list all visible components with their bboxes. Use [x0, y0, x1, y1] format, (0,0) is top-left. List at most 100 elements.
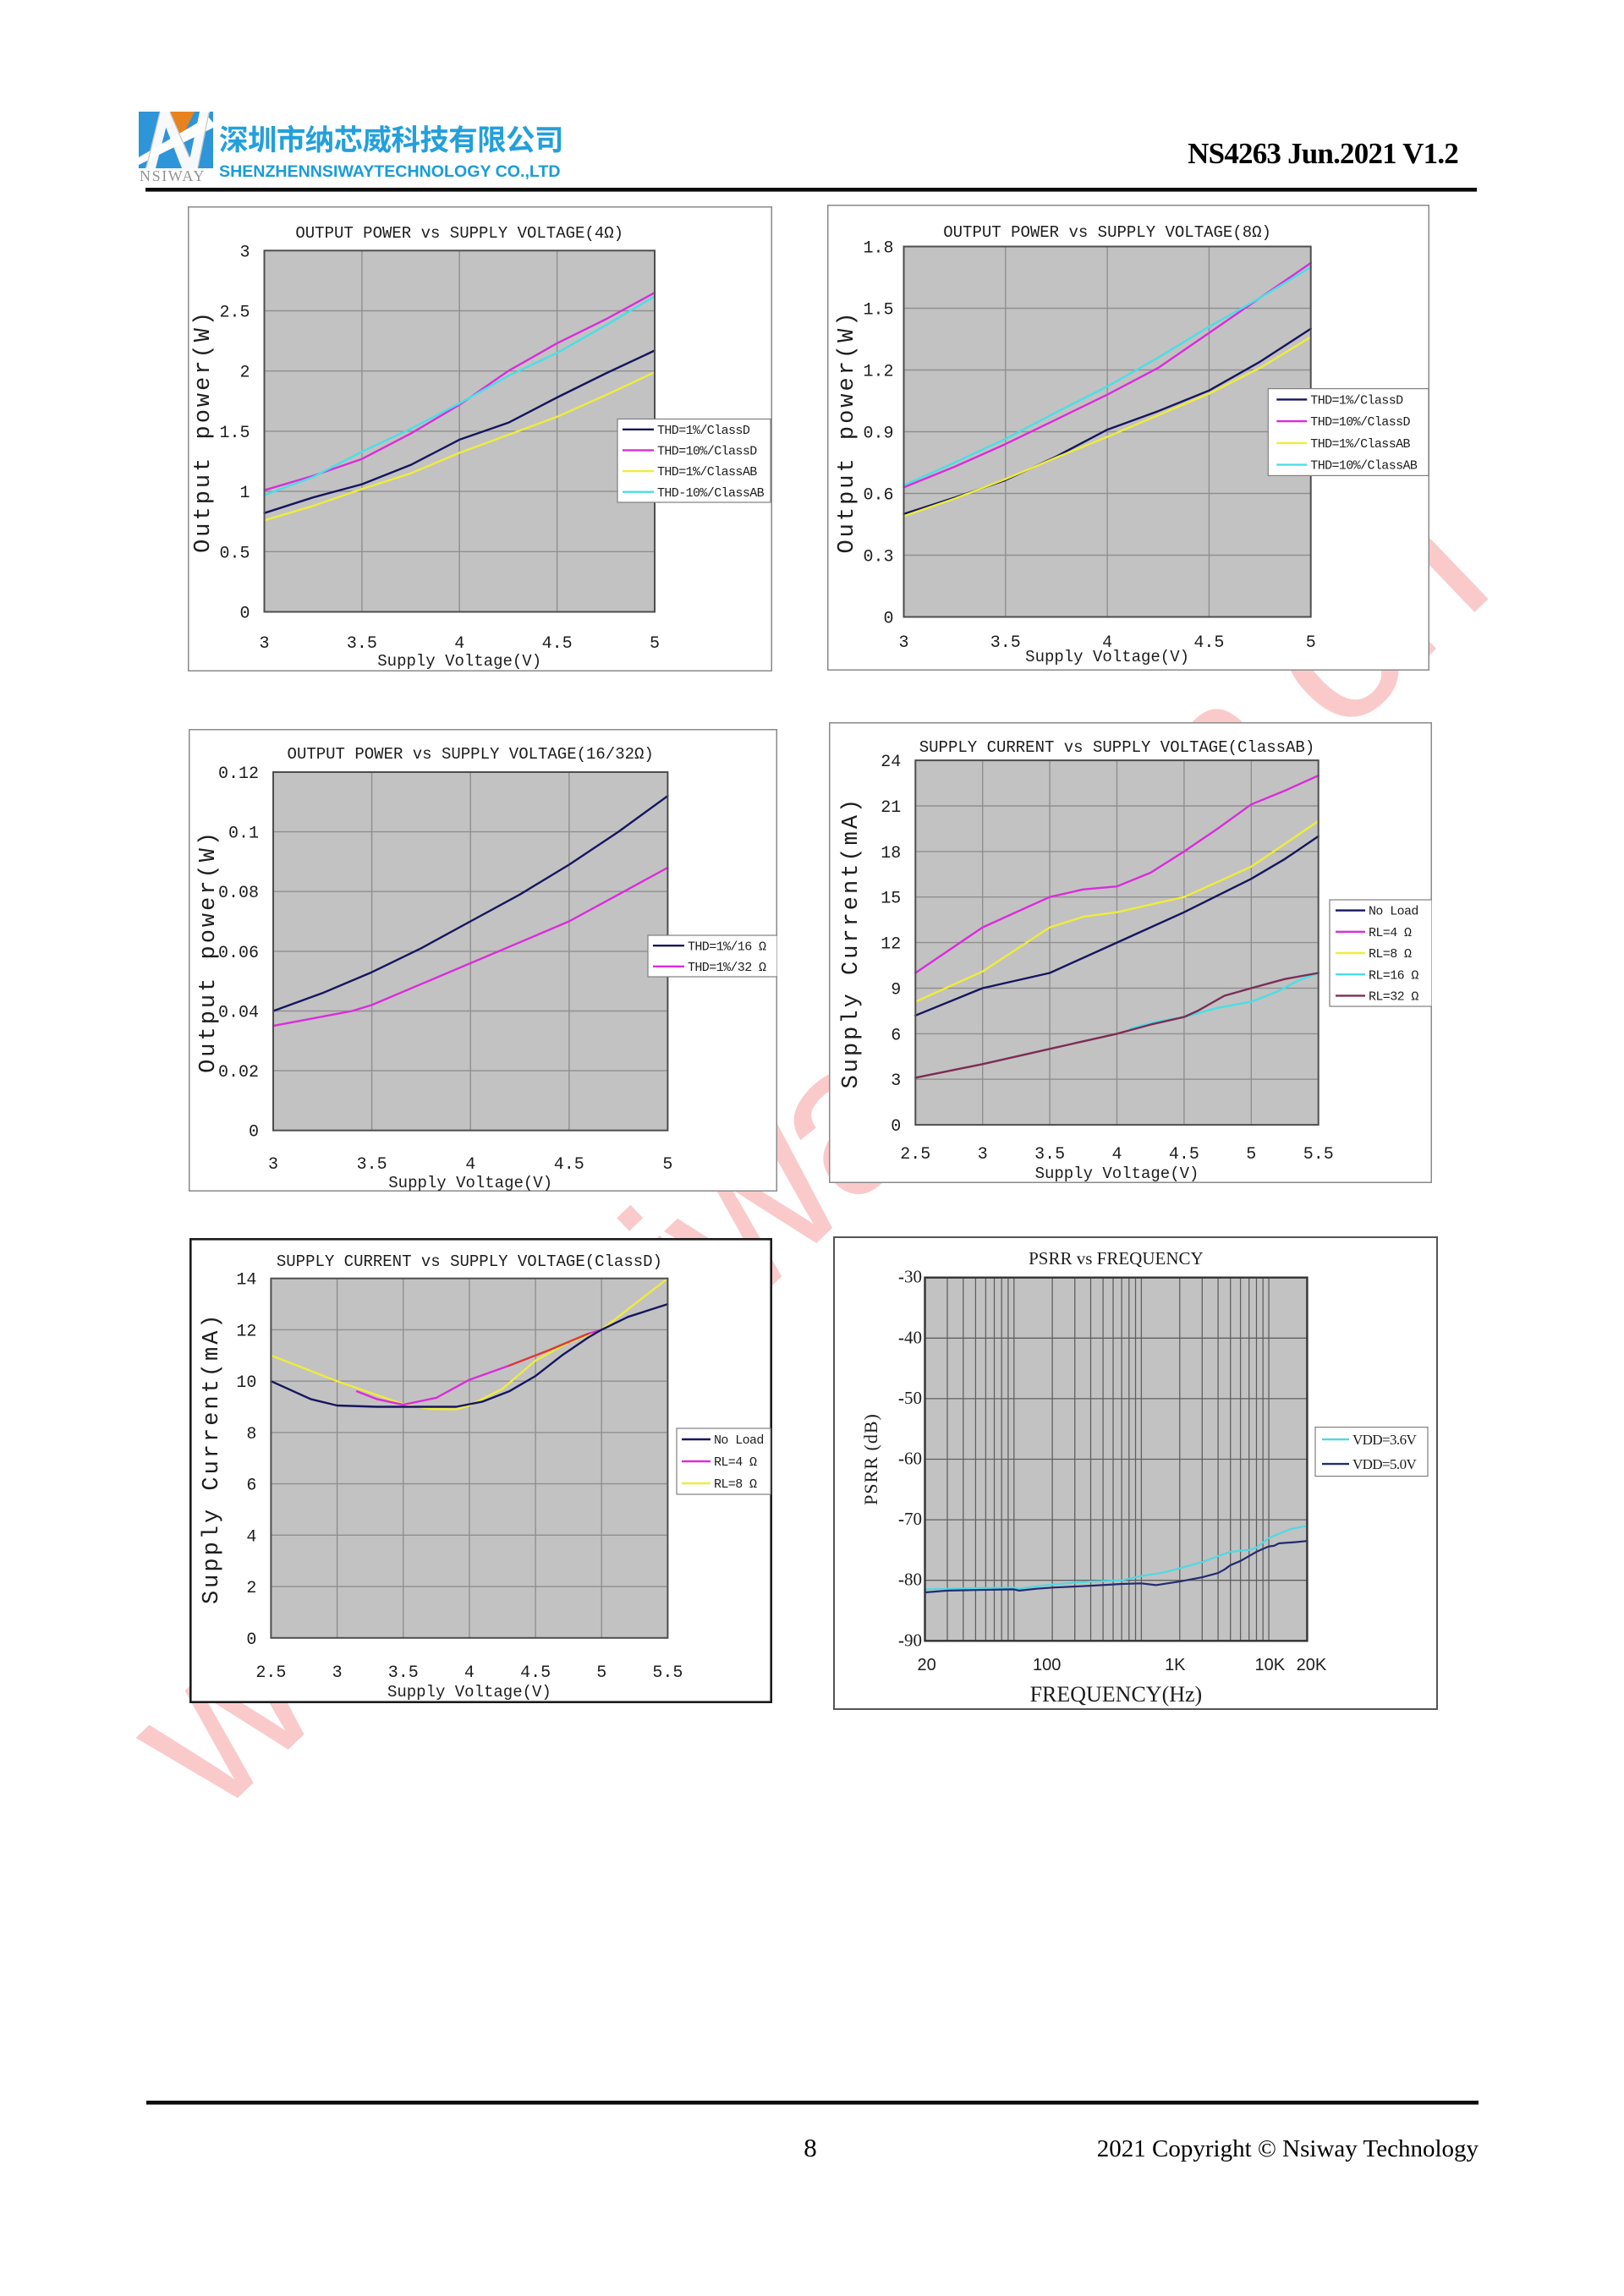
svg-text:4: 4 — [1102, 633, 1112, 653]
svg-text:-80: -80 — [898, 1570, 922, 1590]
svg-text:2: 2 — [246, 1579, 256, 1598]
svg-text:3: 3 — [978, 1145, 988, 1164]
svg-text:1.5: 1.5 — [219, 424, 250, 443]
svg-text:PSRR (dB): PSRR (dB) — [860, 1413, 881, 1505]
svg-text:5: 5 — [1246, 1145, 1256, 1164]
svg-text:12: 12 — [236, 1322, 256, 1341]
svg-text:SHENZHENNSIWAYTECHNOLOGY CO.,L: SHENZHENNSIWAYTECHNOLOGY CO.,LTD — [219, 162, 561, 181]
svg-text:4.5: 4.5 — [520, 1663, 551, 1683]
svg-text:OUTPUT POWER vs SUPPLY VOLTAGE: OUTPUT POWER vs SUPPLY VOLTAGE(16/32Ω) — [288, 745, 654, 764]
svg-text:0: 0 — [249, 1123, 259, 1143]
svg-text:RL=8 Ω: RL=8 Ω — [1369, 947, 1412, 962]
svg-text:10: 10 — [236, 1373, 256, 1393]
svg-text:8: 8 — [804, 2133, 817, 2162]
svg-text:0: 0 — [246, 1630, 256, 1650]
svg-text:5: 5 — [662, 1155, 672, 1175]
svg-text:THD=1%/ClassD: THD=1%/ClassD — [657, 424, 750, 438]
svg-text:THD=1%/32 Ω: THD=1%/32 Ω — [688, 961, 766, 975]
svg-text:RL=8 Ω: RL=8 Ω — [714, 1477, 757, 1492]
svg-text:FREQUENCY(Hz): FREQUENCY(Hz) — [1030, 1682, 1203, 1707]
svg-text:0.3: 0.3 — [863, 548, 893, 567]
svg-text:RL=4 Ω: RL=4 Ω — [1369, 926, 1412, 940]
svg-text:No Load: No Load — [714, 1433, 764, 1448]
svg-text:20K: 20K — [1297, 1656, 1327, 1674]
svg-text:4.5: 4.5 — [542, 634, 573, 654]
svg-text:4: 4 — [1111, 1145, 1122, 1164]
svg-text:3: 3 — [332, 1663, 343, 1683]
svg-text:Supply Voltage(V): Supply Voltage(V) — [1035, 1164, 1199, 1183]
svg-text:1.8: 1.8 — [863, 239, 893, 259]
svg-text:PSRR vs FREQUENCY: PSRR vs FREQUENCY — [1029, 1248, 1204, 1269]
svg-text:RL=32 Ω: RL=32 Ω — [1369, 990, 1418, 1005]
svg-text:0: 0 — [891, 1117, 901, 1137]
svg-text:THD=1%/16 Ω: THD=1%/16 Ω — [688, 940, 766, 954]
svg-text:THD=10%/ClassD: THD=10%/ClassD — [657, 445, 757, 459]
svg-text:4: 4 — [246, 1527, 256, 1547]
svg-text:0.08: 0.08 — [218, 884, 259, 903]
svg-text:5: 5 — [596, 1663, 606, 1683]
svg-text:3.5: 3.5 — [388, 1663, 419, 1683]
svg-text:4: 4 — [465, 1155, 475, 1175]
svg-text:4: 4 — [464, 1663, 475, 1683]
svg-text:NS4263 Jun.2021 V1.2: NS4263 Jun.2021 V1.2 — [1188, 137, 1458, 170]
svg-text:24: 24 — [881, 753, 901, 772]
svg-text:3.5: 3.5 — [1034, 1145, 1065, 1164]
svg-text:THD=1%/ClassAB: THD=1%/ClassAB — [657, 465, 757, 479]
svg-text:5.5: 5.5 — [1303, 1145, 1334, 1164]
svg-text:Supply Voltage(V): Supply Voltage(V) — [388, 1174, 552, 1192]
svg-text:100: 100 — [1033, 1656, 1061, 1674]
svg-text:Supply Current(mA): Supply Current(mA) — [839, 797, 864, 1089]
svg-text:1.2: 1.2 — [863, 363, 893, 382]
svg-text:OUTPUT POWER vs SUPPLY VOLTAGE: OUTPUT POWER vs SUPPLY VOLTAGE(4Ω) — [295, 224, 623, 243]
svg-text:NSIWAY: NSIWAY — [140, 167, 206, 184]
svg-text:12: 12 — [881, 935, 901, 955]
svg-text:0.1: 0.1 — [228, 825, 259, 844]
svg-text:3: 3 — [268, 1155, 278, 1175]
svg-text:THD=1%/ClassAB: THD=1%/ClassAB — [1310, 437, 1410, 452]
svg-text:THD=1%/ClassD: THD=1%/ClassD — [1310, 394, 1403, 408]
svg-text:3.5: 3.5 — [357, 1155, 387, 1175]
svg-text:3: 3 — [239, 243, 250, 262]
svg-text:4.5: 4.5 — [1193, 633, 1224, 653]
svg-text:Supply Current(mA): Supply Current(mA) — [200, 1312, 225, 1604]
svg-text:0.02: 0.02 — [218, 1063, 259, 1082]
svg-text:0: 0 — [239, 605, 250, 624]
svg-text:THD=10%/ClassD: THD=10%/ClassD — [1310, 415, 1410, 430]
svg-text:21: 21 — [881, 798, 901, 818]
svg-text:2.5: 2.5 — [255, 1663, 286, 1683]
svg-text:0: 0 — [883, 610, 893, 629]
svg-text:3: 3 — [898, 633, 908, 653]
svg-text:Supply Voltage(V): Supply Voltage(V) — [387, 1683, 551, 1701]
svg-text:OUTPUT POWER vs SUPPLY VOLTAGE: OUTPUT POWER vs SUPPLY VOLTAGE(8Ω) — [943, 223, 1271, 242]
svg-text:18: 18 — [881, 844, 901, 863]
svg-text:15: 15 — [881, 890, 901, 909]
svg-text:2.5: 2.5 — [900, 1145, 930, 1164]
svg-text:14: 14 — [236, 1271, 256, 1290]
svg-text:6: 6 — [246, 1477, 256, 1496]
svg-text:Supply Voltage(V): Supply Voltage(V) — [1025, 648, 1189, 666]
svg-text:VDD=5.0V: VDD=5.0V — [1352, 1456, 1417, 1472]
svg-text:-40: -40 — [898, 1327, 922, 1347]
svg-text:Output power(W): Output power(W) — [196, 830, 222, 1073]
svg-text:RL=16 Ω: RL=16 Ω — [1369, 968, 1418, 983]
svg-text:-70: -70 — [898, 1509, 922, 1529]
svg-text:2.5: 2.5 — [219, 304, 250, 323]
svg-text:-60: -60 — [898, 1449, 922, 1469]
svg-text:0.5: 0.5 — [219, 544, 250, 563]
svg-text:3: 3 — [259, 634, 269, 654]
svg-text:3: 3 — [891, 1071, 901, 1091]
svg-text:8: 8 — [246, 1425, 256, 1444]
svg-text:-50: -50 — [898, 1388, 922, 1408]
svg-text:Supply Voltage(V): Supply Voltage(V) — [377, 652, 541, 671]
svg-text:RL=4 Ω: RL=4 Ω — [714, 1455, 757, 1470]
svg-text:1K: 1K — [1165, 1656, 1186, 1674]
svg-text:0.06: 0.06 — [218, 944, 259, 963]
svg-text:3.5: 3.5 — [990, 633, 1021, 653]
svg-text:-90: -90 — [898, 1630, 922, 1650]
svg-text:5: 5 — [1306, 633, 1316, 653]
svg-text:THD=10%/ClassAB: THD=10%/ClassAB — [1310, 459, 1418, 474]
svg-text:0.04: 0.04 — [218, 1004, 259, 1023]
svg-text:9: 9 — [891, 981, 901, 1000]
svg-text:4.5: 4.5 — [1169, 1145, 1199, 1164]
svg-text:5: 5 — [650, 634, 660, 654]
